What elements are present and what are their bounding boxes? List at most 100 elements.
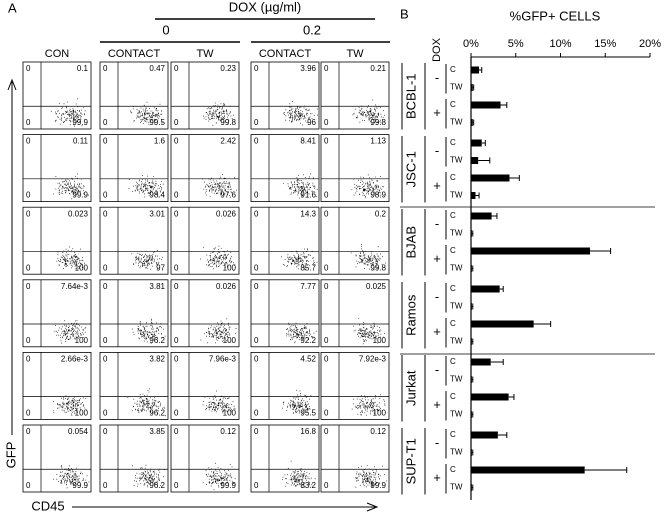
panel-label: B — [400, 6, 409, 21]
quadrant-origin: 0 — [174, 336, 179, 345]
lower-percent: 97.6 — [220, 191, 236, 200]
quadrant-origin: 0 — [26, 336, 31, 345]
plot-frame — [320, 61, 390, 130]
lower-percent: 98.9 — [370, 191, 386, 200]
upper-percent: 3.81 — [149, 282, 165, 291]
plot-frame — [99, 279, 169, 348]
lower-percent: 92.2 — [300, 336, 316, 345]
category-label: C — [450, 246, 456, 255]
x-tick-label: 5% — [508, 38, 524, 50]
dot-cloud — [56, 246, 85, 269]
upper-percent: 0.023 — [68, 209, 89, 218]
dox-sign: + — [433, 178, 441, 193]
error-bar — [584, 467, 628, 473]
dot-cloud — [282, 389, 312, 414]
plot-frame — [320, 351, 390, 420]
lower-percent: 96 — [307, 118, 316, 127]
error-bar — [479, 67, 483, 73]
dot-cloud — [286, 322, 317, 344]
category-label: TW — [450, 375, 463, 384]
upper-percent: 0.1 — [77, 64, 89, 73]
lower-percent: 96.2 — [149, 409, 165, 418]
plot-frame — [170, 279, 240, 348]
quadrant-origin: 0 — [254, 118, 259, 127]
lower-percent: 100 — [75, 409, 89, 418]
dot-cloud — [130, 101, 164, 125]
panel-label: A — [8, 0, 17, 15]
dot-cloud — [50, 98, 86, 127]
plot-frame — [170, 134, 240, 203]
quadrant-origin: 0 — [254, 409, 259, 418]
upper-percent: 8.41 — [300, 137, 316, 146]
upper-percent: 0.21 — [370, 64, 386, 73]
quadrant-origin: 0 — [174, 409, 179, 418]
dot-cloud — [351, 394, 386, 416]
quadrant-origin: 0 — [26, 427, 31, 436]
quadrant-origin: 0 — [103, 118, 108, 127]
plot-frame — [22, 351, 92, 420]
plot-frame — [99, 61, 169, 130]
quadrant-origin: 0 — [103, 355, 108, 364]
dot-cloud — [53, 465, 90, 489]
quadrant-origin: 0 — [174, 282, 179, 291]
bar — [471, 431, 498, 439]
quadrant-origin: 0 — [254, 137, 259, 146]
dox-sign: - — [435, 289, 439, 304]
plot-frame — [99, 134, 169, 203]
dox-sign: + — [433, 251, 441, 266]
x-tick-label: 10% — [549, 38, 571, 50]
category-label: TW — [450, 83, 463, 92]
dot-cloud — [132, 464, 165, 488]
group-label: Ramos — [403, 294, 418, 336]
dox-level: 0 — [162, 22, 169, 37]
bar — [471, 139, 482, 147]
quadrant-origin: 0 — [103, 263, 108, 272]
quadrant-origin: 0 — [26, 137, 31, 146]
quadrant-origin: 0 — [174, 355, 179, 364]
group-label: JSC-1 — [403, 151, 418, 187]
quadrant-origin: 0 — [26, 118, 31, 127]
category-label: C — [450, 284, 456, 293]
lower-percent: 96.2 — [149, 481, 165, 490]
quadrant-origin: 0 — [26, 409, 31, 418]
quadrant-origin: 0 — [103, 427, 108, 436]
category-label: TW — [450, 229, 463, 238]
upper-percent: 3.82 — [149, 355, 165, 364]
lower-percent: 83.2 — [300, 481, 316, 490]
bar — [471, 174, 510, 182]
group-label: BCBL-1 — [403, 73, 418, 119]
dox-sign: - — [435, 362, 439, 377]
bar — [471, 338, 472, 345]
quadrant-origin: 0 — [26, 64, 31, 73]
plot-frame — [250, 206, 320, 275]
quadrant-origin: 0 — [26, 209, 31, 218]
dot-cloud — [283, 101, 318, 126]
quadrant-origin: 0 — [254, 263, 259, 272]
error-bar — [471, 411, 474, 418]
bar — [471, 393, 509, 401]
category-label: C — [450, 319, 456, 328]
x-tick-label: 0% — [463, 38, 479, 50]
plot-frame — [170, 424, 240, 493]
error-bar — [475, 192, 480, 199]
quadrant-origin: 0 — [103, 191, 108, 200]
quadrant-origin: 0 — [254, 282, 259, 291]
column-label: CON — [45, 48, 70, 60]
quadrant-origin: 0 — [26, 282, 31, 291]
dot-cloud — [351, 174, 384, 199]
error-bar — [471, 303, 474, 310]
dox-header: DOX (µg/ml) — [229, 0, 302, 14]
lower-percent: 98.4 — [149, 191, 165, 200]
plot-frame — [250, 61, 320, 130]
group-label: BJAB — [403, 226, 418, 259]
y-axis-label: GFP — [3, 442, 18, 469]
quadrant-origin: 0 — [103, 409, 108, 418]
quadrant-origin: 0 — [174, 191, 179, 200]
lower-percent: 100 — [223, 263, 237, 272]
quadrant-origin: 0 — [324, 209, 329, 218]
lower-percent: 95.5 — [300, 409, 316, 418]
category-label: C — [450, 392, 456, 401]
lower-percent: 99.8 — [220, 118, 236, 127]
plot-frame — [250, 424, 320, 493]
dot-cloud — [283, 173, 318, 199]
